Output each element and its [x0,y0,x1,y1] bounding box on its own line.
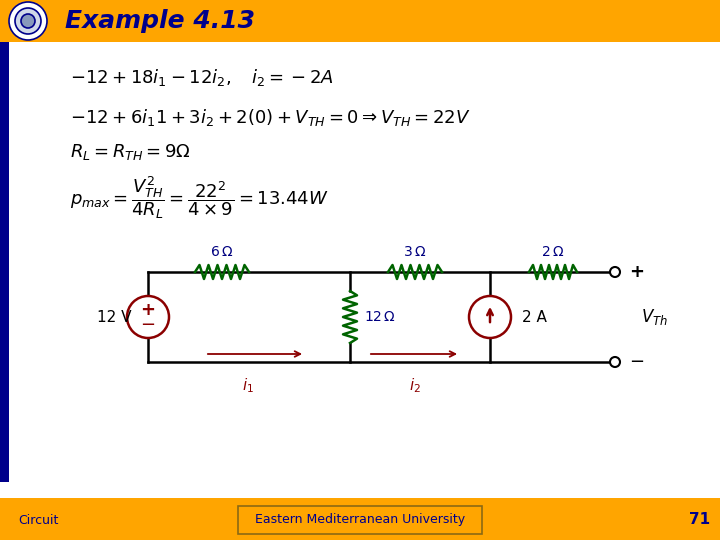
Text: $2\,\Omega$: $2\,\Omega$ [541,245,564,259]
Text: +: + [629,263,644,281]
Text: $3\,\Omega$: $3\,\Omega$ [403,245,427,259]
Bar [0,498,720,540]
Text: $-12+6i_11+3i_2+2(0)+V_{TH}=0\Rightarrow V_{TH}=22V$: $-12+6i_11+3i_2+2(0)+V_{TH}=0\Rightarrow… [70,107,471,129]
Bar [9,42,720,482]
Text: −: − [629,353,644,371]
Text: $12\,\Omega$: $12\,\Omega$ [364,310,396,324]
Bar [0,0,720,42]
Text: 12 V: 12 V [96,309,131,325]
Circle shape [15,8,41,34]
Text: Example 4.13: Example 4.13 [65,9,255,33]
Text: $-12+18i_1-12i_2,\quad i_2=-2A$: $-12+18i_1-12i_2,\quad i_2=-2A$ [70,68,334,89]
Text: $p_{max}=\dfrac{V_{TH}^2}{4R_L}=\dfrac{22^2}{4\times9}=13.44W$: $p_{max}=\dfrac{V_{TH}^2}{4R_L}=\dfrac{2… [70,174,328,221]
Circle shape [610,357,620,367]
Text: 71: 71 [690,512,711,528]
Circle shape [610,267,620,277]
Text: $V_{Th}$: $V_{Th}$ [641,307,668,327]
Text: $i_2$: $i_2$ [409,376,421,395]
Circle shape [21,14,35,28]
Circle shape [127,296,169,338]
Text: Circuit: Circuit [18,514,58,526]
Text: +: + [140,301,156,319]
Bar [0,42,9,482]
Text: $i_1$: $i_1$ [242,376,254,395]
Text: $6\,\Omega$: $6\,\Omega$ [210,245,233,259]
Bar [238,506,482,534]
Circle shape [9,2,47,40]
Text: −: − [140,316,156,334]
Circle shape [469,296,511,338]
Text: 2 A: 2 A [522,309,547,325]
Text: $R_L=R_{TH}=9\Omega$: $R_L=R_{TH}=9\Omega$ [70,142,191,162]
Text: Eastern Mediterranean University: Eastern Mediterranean University [255,514,465,526]
